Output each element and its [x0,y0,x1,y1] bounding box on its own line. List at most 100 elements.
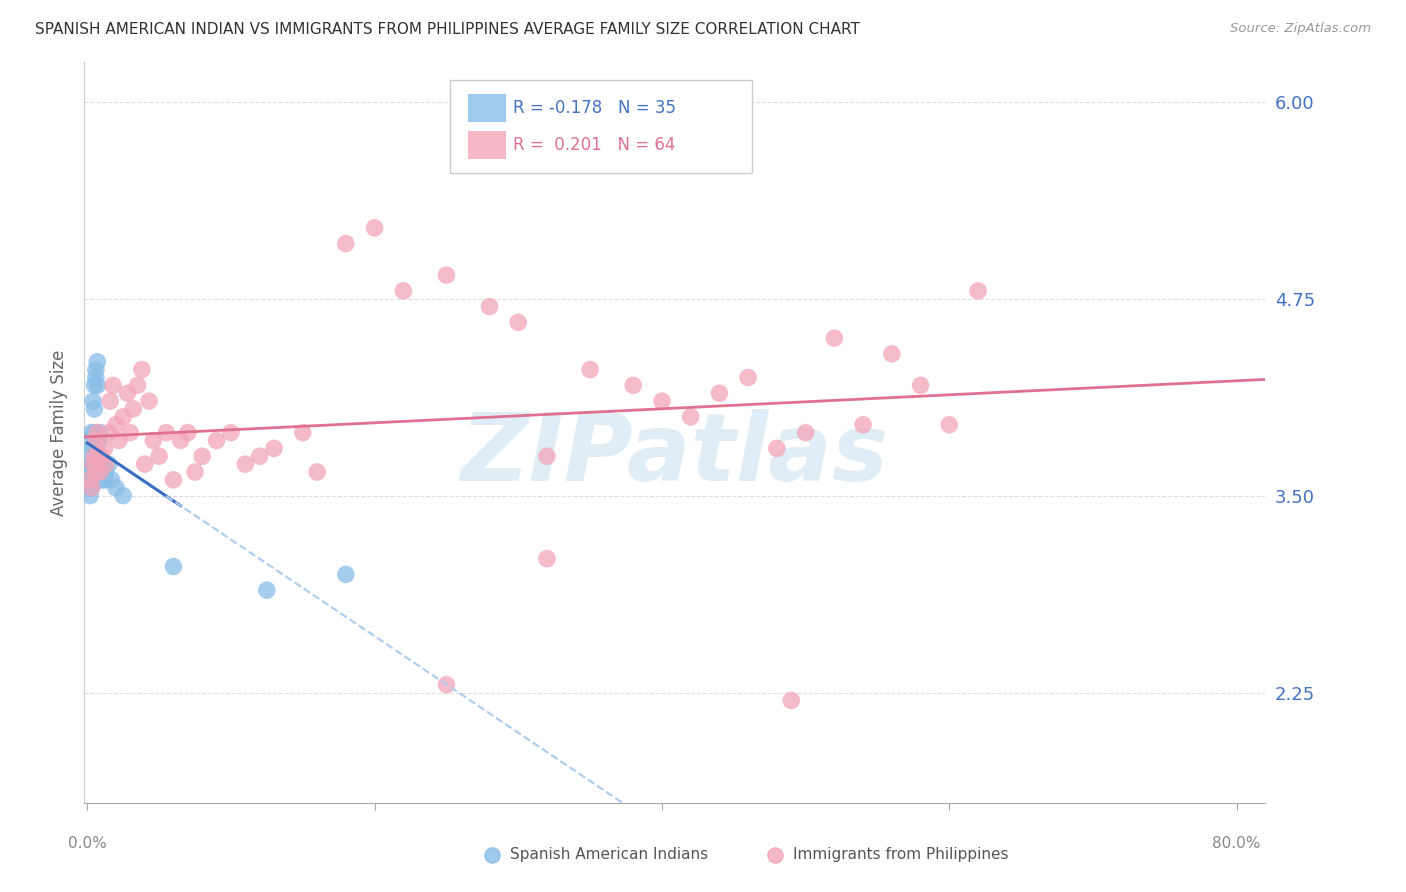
Point [84,465,107,479]
Text: Immigrants from Philippines: Immigrants from Philippines [793,847,1008,863]
Point [335,236,357,251]
Point [737,370,759,384]
Point [84,434,107,448]
Point [77,449,100,463]
Point [823,331,845,345]
Point [335,567,357,582]
Point [478,300,501,314]
Point [138,394,160,409]
Point [766,442,789,456]
Point [148,449,170,463]
Point [112,489,135,503]
Point [89,465,111,479]
Point [82,394,104,409]
Point [90,457,112,471]
Point [117,386,139,401]
Point [93,442,115,456]
Point [94,465,117,479]
Point [87,449,110,463]
Point [98,394,121,409]
Point [131,362,153,376]
Point [256,583,278,598]
Point [80,465,103,479]
Point [77,465,100,479]
Point [89,425,111,440]
Text: Spanish American Indians: Spanish American Indians [509,847,707,863]
Point [80,481,103,495]
Point [87,449,110,463]
Point [307,465,329,479]
Point [291,425,314,440]
Point [79,434,101,448]
Point [967,284,990,298]
Point [79,489,101,503]
Point [162,559,184,574]
Point [83,378,105,392]
Point [134,457,156,471]
Text: 0.0%: 0.0% [67,836,107,851]
Point [436,268,458,282]
Point [709,386,731,401]
Point [191,449,214,463]
Point [90,449,112,463]
Point [508,315,530,329]
Text: Source: ZipAtlas.com: Source: ZipAtlas.com [1230,22,1371,36]
Point [82,457,104,471]
Point [82,457,104,471]
Point [80,457,103,471]
Point [86,378,108,392]
Point [162,473,184,487]
Point [880,347,903,361]
Point [536,449,558,463]
Bar [468,94,506,121]
Point [80,425,103,440]
Point [142,434,165,448]
Point [90,473,112,487]
Point [87,434,110,448]
Point [219,425,242,440]
Point [91,465,114,479]
Point [938,417,960,432]
Text: R = -0.178   N = 35: R = -0.178 N = 35 [513,99,676,117]
Point [392,284,415,298]
Point [83,449,105,463]
Point [112,409,135,424]
Point [93,473,115,487]
Point [169,434,191,448]
Point [79,473,101,487]
Point [100,473,122,487]
Point [184,465,207,479]
Point [108,434,131,448]
FancyBboxPatch shape [450,80,752,173]
Point [94,457,117,471]
Point [579,362,602,376]
Point [101,378,124,392]
Point [233,457,256,471]
Point [82,442,104,456]
Text: R =  0.201   N = 64: R = 0.201 N = 64 [513,136,675,154]
Text: SPANISH AMERICAN INDIAN VS IMMIGRANTS FROM PHILIPPINES AVERAGE FAMILY SIZE CORRE: SPANISH AMERICAN INDIAN VS IMMIGRANTS FR… [35,22,860,37]
Point [249,449,271,463]
Point [79,473,101,487]
Bar [468,131,506,160]
Point [651,394,673,409]
Point [852,417,875,432]
Text: 80.0%: 80.0% [1212,836,1261,851]
Point [97,425,120,440]
Point [536,551,558,566]
Point [910,378,932,392]
Point [122,402,145,417]
Point [120,425,142,440]
Point [83,402,105,417]
Point [80,481,103,495]
Point [205,434,228,448]
Point [263,442,285,456]
Point [84,362,107,376]
Point [177,425,200,440]
Point [127,378,149,392]
Point [84,370,107,384]
Point [97,457,120,471]
Point [86,355,108,369]
Point [621,378,644,392]
Point [794,425,817,440]
